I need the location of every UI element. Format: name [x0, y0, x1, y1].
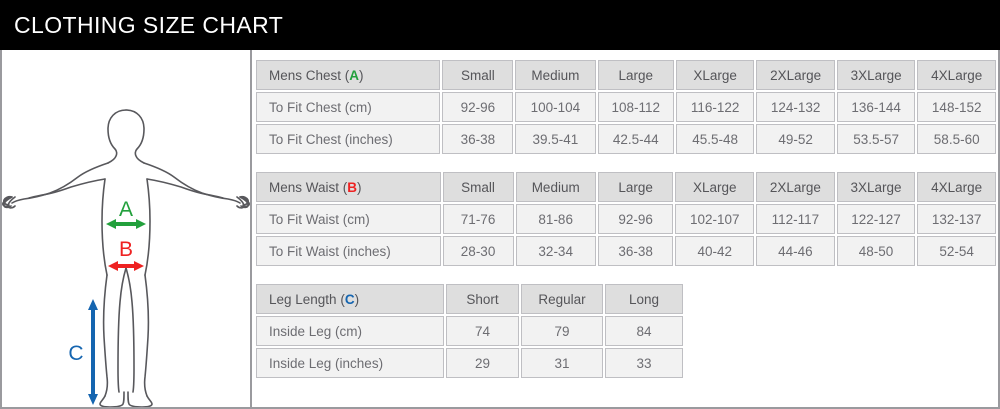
table-leg-length: Leg Length (C) Short Regular Long Inside… — [254, 282, 685, 380]
row-label: To Fit Waist (inches) — [256, 236, 441, 266]
data-cell: 136-144 — [836, 92, 916, 122]
data-cell: 108-112 — [597, 92, 674, 122]
table-gap — [254, 156, 998, 170]
data-cell: 116-122 — [676, 92, 755, 122]
column-header: Large — [597, 172, 674, 202]
table-row: To Fit Waist (cm) 71-76 81-86 92-96 102-… — [256, 204, 996, 234]
column-header: XLarge — [675, 172, 755, 202]
row-label: To Fit Waist (cm) — [256, 204, 441, 234]
column-header: XLarge — [676, 60, 755, 90]
column-header: Small — [442, 172, 514, 202]
page-title: CLOTHING SIZE CHART — [14, 11, 284, 38]
data-cell: 71-76 — [442, 204, 514, 234]
column-header: Medium — [515, 172, 596, 202]
column-header: 2XLarge — [756, 60, 835, 90]
data-cell: 28-30 — [442, 236, 514, 266]
column-header: Long — [605, 284, 683, 314]
data-cell: 36-38 — [597, 236, 674, 266]
column-header: 3XLarge — [836, 60, 916, 90]
data-cell: 53.5-57 — [836, 124, 916, 154]
data-cell: 31 — [521, 348, 603, 378]
column-header: 4XLarge — [917, 172, 996, 202]
measure-arrow-c — [88, 299, 98, 405]
column-header: Medium — [515, 60, 596, 90]
table-row: To Fit Chest (cm) 92-96 100-104 108-112 … — [256, 92, 996, 122]
measure-label-b: B — [119, 238, 133, 261]
data-cell: 36-38 — [442, 124, 514, 154]
table-mens-chest: Mens Chest (A) Small Medium Large XLarge… — [254, 58, 998, 156]
measure-label-c: C — [68, 342, 83, 365]
data-cell: 92-96 — [442, 92, 514, 122]
row-label: Inside Leg (cm) — [256, 316, 444, 346]
data-cell: 45.5-48 — [676, 124, 755, 154]
data-cell: 132-137 — [917, 204, 996, 234]
column-header: Large — [597, 60, 674, 90]
table-title: Leg Length — [269, 291, 337, 307]
marker-letter-b: B — [347, 179, 358, 195]
measure-label-a: A — [119, 198, 133, 221]
data-cell: 44-46 — [756, 236, 835, 266]
table-title: Mens Waist — [269, 179, 340, 195]
data-cell: 112-117 — [756, 204, 835, 234]
data-cell: 102-107 — [675, 204, 755, 234]
data-cell: 49-52 — [756, 124, 835, 154]
table-header-row: Mens Waist (B) Small Medium Large XLarge… — [256, 172, 996, 202]
data-cell: 48-50 — [836, 236, 916, 266]
data-cell: 148-152 — [917, 92, 996, 122]
data-cell: 79 — [521, 316, 603, 346]
data-cell: 100-104 — [515, 92, 596, 122]
column-header: Small — [442, 60, 514, 90]
table-title-cell: Mens Chest (A) — [256, 60, 441, 90]
data-cell: 58.5-60 — [917, 124, 996, 154]
table-header-row: Leg Length (C) Short Regular Long — [256, 284, 683, 314]
measure-arrow-a — [106, 219, 146, 229]
data-cell: 33 — [605, 348, 683, 378]
data-cell: 122-127 — [836, 204, 916, 234]
tables-panel: Mens Chest (A) Small Medium Large XLarge… — [252, 50, 998, 407]
body-outline-icon — [2, 109, 250, 407]
column-header: 4XLarge — [917, 60, 996, 90]
row-label: Inside Leg (inches) — [256, 348, 444, 378]
table-row: To Fit Chest (inches) 36-38 39.5-41 42.5… — [256, 124, 996, 154]
body-diagram-svg: A B C — [2, 109, 250, 407]
table-gap — [254, 268, 998, 282]
column-header: 2XLarge — [756, 172, 835, 202]
row-label: To Fit Chest (inches) — [256, 124, 441, 154]
table-mens-waist: Mens Waist (B) Small Medium Large XLarge… — [254, 170, 998, 268]
table-row: Inside Leg (cm) 74 79 84 — [256, 316, 683, 346]
table-row: Inside Leg (inches) 29 31 33 — [256, 348, 683, 378]
column-header: 3XLarge — [836, 172, 916, 202]
data-cell: 52-54 — [917, 236, 996, 266]
table-title: Mens Chest — [269, 67, 342, 83]
data-cell: 84 — [605, 316, 683, 346]
data-cell: 42.5-44 — [597, 124, 674, 154]
column-header: Short — [446, 284, 519, 314]
measure-arrow-b — [108, 261, 144, 271]
table-row: To Fit Waist (inches) 28-30 32-34 36-38 … — [256, 236, 996, 266]
data-cell: 29 — [446, 348, 519, 378]
data-cell: 74 — [446, 316, 519, 346]
body-diagram-panel: A B C — [2, 50, 252, 407]
marker-letter-a: A — [349, 67, 360, 83]
title-bar: CLOTHING SIZE CHART — [0, 0, 1000, 50]
chart-body: A B C — [2, 50, 998, 407]
table-header-row: Mens Chest (A) Small Medium Large XLarge… — [256, 60, 996, 90]
row-label: To Fit Chest (cm) — [256, 92, 441, 122]
data-cell: 81-86 — [515, 204, 596, 234]
data-cell: 92-96 — [597, 204, 674, 234]
data-cell: 32-34 — [515, 236, 596, 266]
data-cell: 124-132 — [756, 92, 835, 122]
data-cell: 40-42 — [675, 236, 755, 266]
table-title-cell: Leg Length (C) — [256, 284, 444, 314]
data-cell: 39.5-41 — [515, 124, 596, 154]
marker-letter-c: C — [344, 291, 355, 307]
table-title-cell: Mens Waist (B) — [256, 172, 441, 202]
column-header: Regular — [521, 284, 603, 314]
